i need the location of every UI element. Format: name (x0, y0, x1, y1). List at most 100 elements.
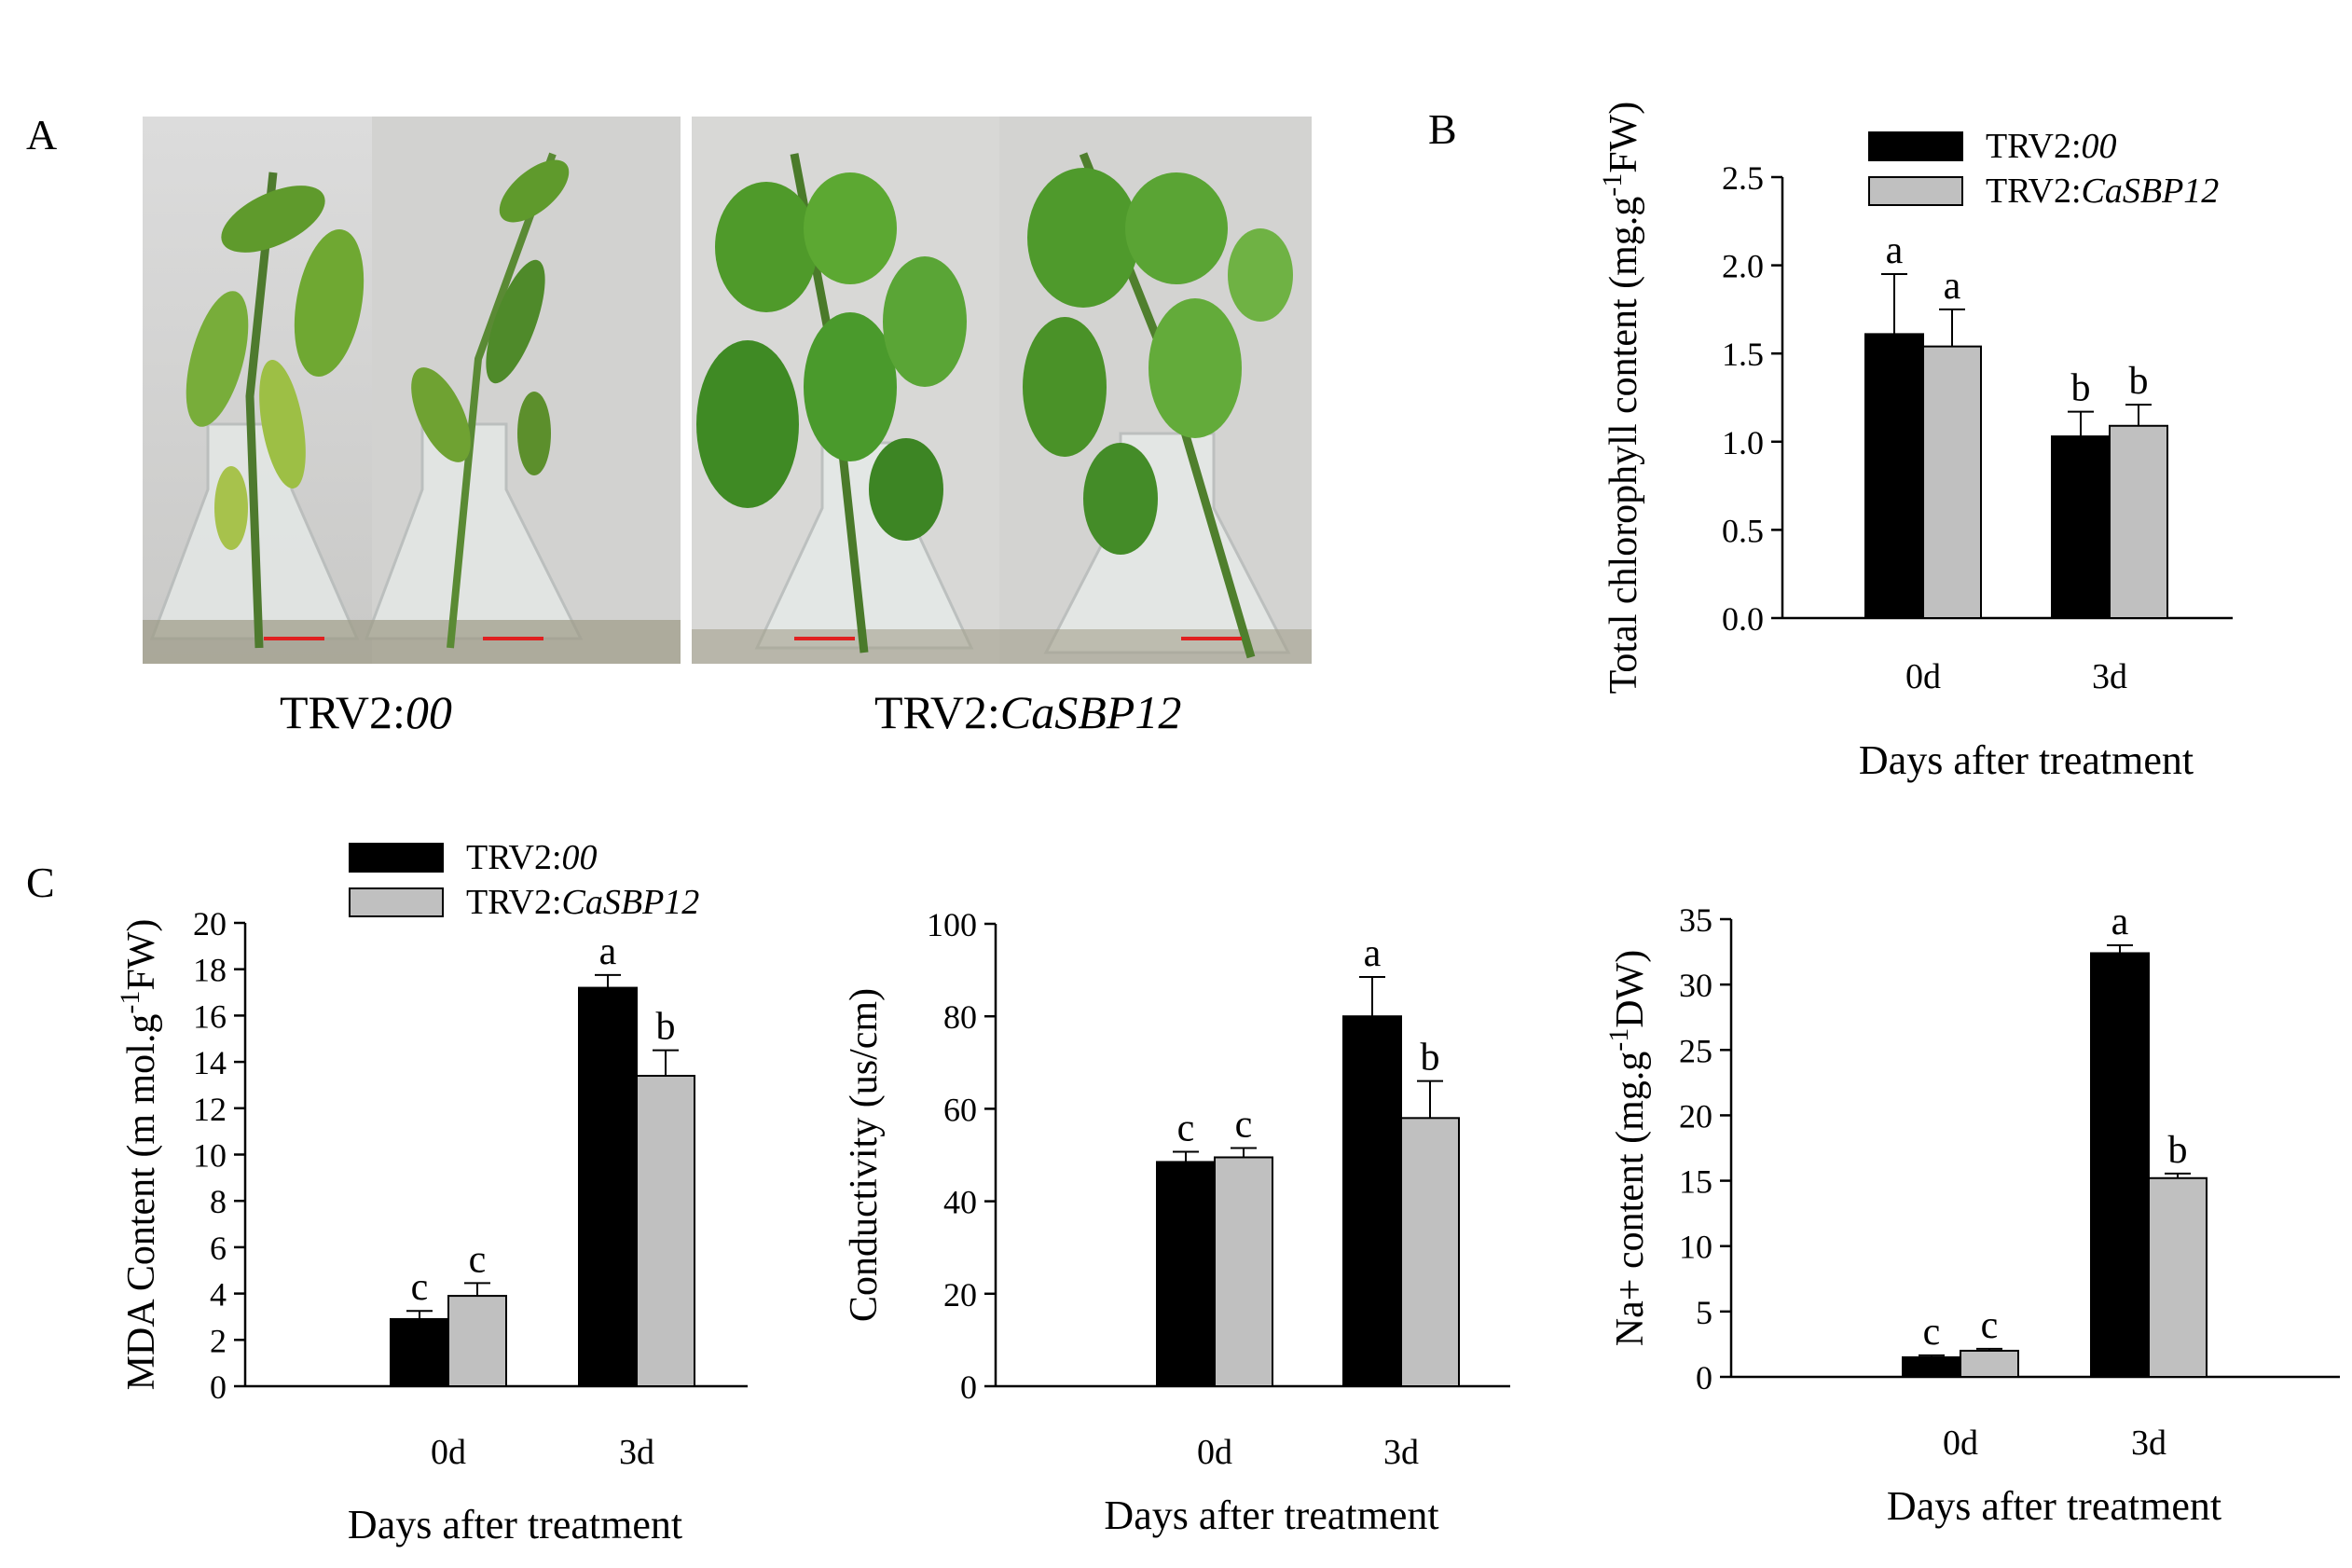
plant-photo-trv2-casbp12 (692, 117, 1312, 664)
legend-swatch (1868, 131, 1963, 161)
x-tick-label: 0d (1943, 1424, 1978, 1463)
bar (578, 986, 638, 1387)
bar (1902, 1355, 1961, 1379)
y-tick-label: 1.0 (1722, 424, 1764, 461)
legend-label: TRV2:00 (466, 838, 598, 877)
y-tick-label: 14 (193, 1044, 227, 1081)
significance-letter: c (1177, 1107, 1195, 1150)
y-tick-label: 100 (927, 906, 977, 943)
bar (1864, 333, 1924, 619)
bar (2090, 952, 2150, 1379)
photo-caption-trv2-casbp12: TRV2:CaSBP12 (874, 686, 1182, 738)
y-tick-label: 18 (193, 952, 227, 989)
significance-letter: b (2129, 360, 2149, 403)
legend-chlorophyll: TRV2:00 TRV2:CaSBP12 (1868, 127, 2219, 211)
y-tick-label: 4 (210, 1276, 227, 1314)
y-tick-label: 0 (960, 1369, 977, 1406)
x-tick-label: 0d (1905, 657, 1941, 696)
y-tick-label: 2 (210, 1322, 227, 1359)
bar (1400, 1117, 1460, 1387)
x-axis-label: Days after treatment (1859, 737, 2194, 783)
significance-letter: a (599, 930, 617, 973)
y-tick-label: 12 (193, 1091, 227, 1128)
y-tick-label: 80 (943, 998, 977, 1036)
significance-letter: c (1923, 1311, 1941, 1354)
x-tick-label: 0d (431, 1433, 466, 1472)
panel-label-b: B (1428, 105, 1457, 153)
y-tick-label: 6 (210, 1230, 227, 1267)
significance-letter: a (1886, 229, 1904, 272)
x-tick-label: 3d (1383, 1433, 1419, 1472)
y-tick-label: 20 (943, 1276, 977, 1314)
bar (1342, 1015, 1402, 1387)
x-tick-label: 3d (2092, 657, 2127, 696)
y-tick-label: 40 (943, 1184, 977, 1221)
bar (390, 1317, 449, 1388)
legend-swatch (1868, 176, 1963, 206)
y-tick-label: 60 (943, 1091, 977, 1128)
y-tick-label: 10 (193, 1137, 227, 1175)
y-tick-label: 2.5 (1722, 159, 1764, 197)
significance-letter: a (1944, 265, 1961, 308)
significance-letter: b (1421, 1037, 1440, 1080)
bar (2109, 424, 2168, 619)
legend-mda: TRV2:00 TRV2:CaSBP12 (349, 838, 699, 922)
legend-label: TRV2:00 (1986, 127, 2117, 166)
significance-letter: b (2071, 367, 2091, 410)
plant-illustration-trv2-00 (143, 117, 681, 664)
significance-letter: c (1981, 1304, 1999, 1347)
y-axis-label: Total chlorophyll content (mg.g-1FW) (1597, 102, 1645, 695)
bar (1214, 1156, 1273, 1387)
y-tick-label: 0 (210, 1369, 227, 1406)
y-tick-label: 1.5 (1722, 336, 1764, 373)
x-axis-label: Days after treatment (348, 1502, 682, 1547)
legend-label: TRV2:CaSBP12 (466, 883, 699, 922)
chart-chlorophyll: 0.0 0.5 1.0 1.5 2.0 2.5 Total chlorophyll cont… (1597, 102, 2233, 783)
x-axis-label: Days after treatment (1887, 1483, 2221, 1529)
significance-letter: b (2168, 1129, 2188, 1172)
y-tick-label: 0 (1696, 1359, 1712, 1396)
x-tick-label: 3d (619, 1433, 654, 1472)
photo-caption-trv2-00: TRV2:00 (280, 686, 452, 738)
y-tick-label: 0.5 (1722, 512, 1764, 549)
bar (2051, 435, 2111, 619)
chart-sodium: 0 5 10 15 20 25 30 35 Na+ content (mg.g-1DW) Days… (1603, 901, 2340, 1529)
y-tick-label: 0.0 (1722, 600, 1764, 638)
significance-letter: c (1235, 1104, 1253, 1147)
bar (447, 1295, 507, 1387)
y-tick-label: 5 (1696, 1294, 1712, 1331)
significance-letter: a (2111, 901, 2129, 943)
bar (1922, 345, 1982, 619)
x-axis-label: Days after treatment (1104, 1492, 1438, 1538)
plant-illustration-trv2-casbp12 (692, 117, 1312, 664)
y-axis-label: Conductivity (us/cm) (843, 988, 886, 1322)
plant-photo-trv2-00 (143, 117, 681, 664)
x-tick-label: 0d (1197, 1433, 1232, 1472)
legend-label: TRV2:CaSBP12 (1986, 172, 2219, 211)
bar (1960, 1349, 2019, 1379)
y-tick-label: 20 (1679, 1097, 1712, 1135)
panel-label-c: C (26, 859, 55, 906)
significance-letter: a (1364, 932, 1382, 975)
bar (1156, 1161, 1216, 1387)
significance-letter: b (656, 1006, 676, 1049)
y-axis-label: MDA Content (m mol.g-1FW) (115, 919, 163, 1391)
y-axis-label: Na+ content (mg.g-1DW) (1603, 950, 1652, 1346)
y-tick-label: 16 (193, 997, 227, 1035)
legend-swatch (349, 843, 444, 873)
panel-label-a: A (26, 111, 58, 158)
y-tick-label: 10 (1679, 1229, 1712, 1266)
legend-swatch (349, 887, 444, 917)
y-tick-label: 20 (193, 905, 227, 942)
y-tick-label: 15 (1679, 1163, 1712, 1201)
y-tick-label: 35 (1679, 901, 1712, 939)
y-tick-label: 30 (1679, 967, 1712, 1004)
x-tick-label: 3d (2131, 1424, 2166, 1463)
y-tick-label: 2.0 (1722, 248, 1764, 285)
chart-conductivity: 0 20 40 60 80 100 Conductivity (us/cm) Days aft… (843, 906, 1510, 1538)
bar (2148, 1176, 2208, 1379)
significance-letter: c (411, 1266, 429, 1309)
significance-letter: c (469, 1238, 487, 1281)
y-tick-label: 8 (210, 1183, 227, 1220)
